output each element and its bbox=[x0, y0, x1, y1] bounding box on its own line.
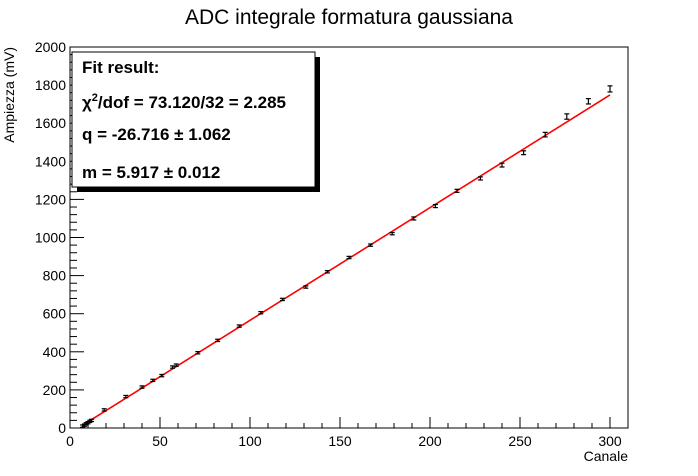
data-point bbox=[389, 231, 395, 236]
data-points-layer bbox=[80, 85, 613, 428]
data-point bbox=[303, 285, 309, 289]
data-point bbox=[258, 311, 264, 315]
data-point bbox=[521, 150, 527, 156]
x-axis: 0 50 100 150 200 250 300 bbox=[66, 417, 629, 449]
data-point bbox=[236, 324, 242, 328]
x-tick-label: 200 bbox=[418, 433, 442, 449]
y-tick-label: 2000 bbox=[35, 39, 66, 55]
data-point bbox=[585, 98, 591, 105]
stats-heading: Fit result: bbox=[82, 58, 159, 77]
chi2-value: /dof = 73.120/32 = 2.285 bbox=[98, 93, 286, 112]
data-point bbox=[346, 255, 352, 260]
y-tick-label: 200 bbox=[43, 382, 67, 398]
data-point bbox=[477, 176, 483, 181]
data-point bbox=[195, 351, 201, 355]
y-tick-label: 1600 bbox=[35, 115, 66, 131]
x-tick-label: 150 bbox=[328, 433, 352, 449]
stats-m-line: m = 5.917 ± 0.012 bbox=[82, 163, 220, 182]
data-point bbox=[150, 378, 156, 383]
y-tick-label: 1000 bbox=[35, 230, 66, 246]
data-point bbox=[368, 243, 374, 247]
stats-q-line: q = -26.716 ± 1.062 bbox=[82, 125, 231, 144]
x-tick-label: 0 bbox=[66, 433, 74, 449]
data-point bbox=[411, 216, 417, 221]
y-tick-label: 1800 bbox=[35, 77, 66, 93]
data-point bbox=[454, 188, 460, 193]
chart-title: ADC integrale formatura gaussiana bbox=[185, 6, 513, 29]
fit-layer bbox=[82, 94, 611, 426]
data-point bbox=[101, 408, 107, 412]
x-tick-label: 300 bbox=[598, 433, 622, 449]
data-point bbox=[432, 203, 438, 209]
data-point bbox=[607, 85, 613, 93]
data-point bbox=[123, 394, 129, 399]
data-point bbox=[139, 385, 145, 389]
x-tick-label: 250 bbox=[508, 433, 532, 449]
x-tick-label: 50 bbox=[152, 433, 168, 449]
fit-stats-box: Fit result: χ2/dof = 73.120/32 = 2.285 q… bbox=[71, 51, 320, 192]
data-point bbox=[89, 418, 95, 423]
data-point bbox=[279, 297, 285, 302]
y-axis: 0 200 400 600 800 1000 1200 1400 1600 1800 2000 bbox=[35, 39, 84, 436]
data-point bbox=[324, 270, 330, 274]
x-tick-label: 100 bbox=[238, 433, 262, 449]
data-point bbox=[173, 363, 179, 367]
data-point bbox=[159, 373, 165, 378]
y-tick-label: 0 bbox=[58, 420, 66, 436]
data-point bbox=[215, 338, 221, 343]
data-point bbox=[499, 162, 505, 168]
data-point bbox=[542, 131, 548, 138]
y-tick-label: 400 bbox=[43, 344, 67, 360]
chi2-superscript: 2 bbox=[92, 92, 98, 104]
stats-box-panel bbox=[71, 51, 316, 188]
stats-chi2-line: χ2/dof = 73.120/32 = 2.285 bbox=[82, 92, 286, 112]
y-tick-label: 800 bbox=[43, 268, 67, 284]
data-point bbox=[564, 113, 570, 120]
y-tick-label: 1400 bbox=[35, 153, 66, 169]
fit-line bbox=[82, 94, 611, 426]
chi2-symbol: χ bbox=[82, 93, 92, 112]
y-tick-label: 600 bbox=[43, 306, 67, 322]
x-axis-label: Canale bbox=[584, 448, 629, 464]
y-tick-label: 1200 bbox=[35, 191, 66, 207]
y-axis-label: Ampiezza (mV) bbox=[1, 47, 17, 143]
